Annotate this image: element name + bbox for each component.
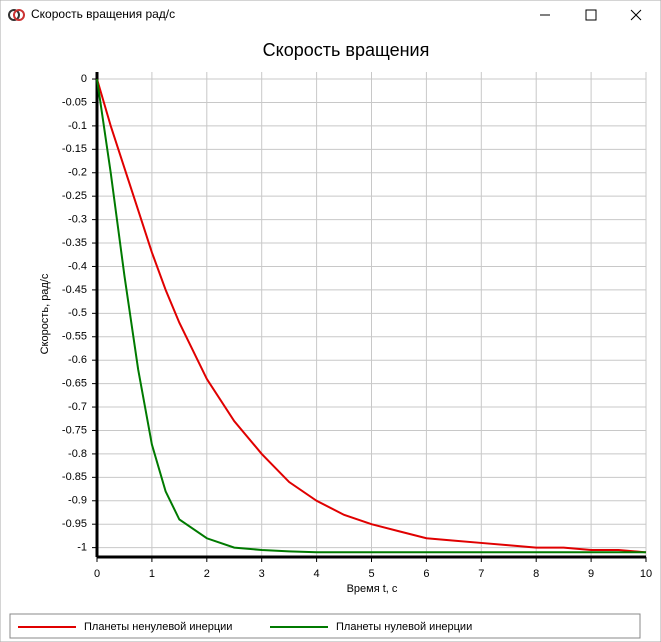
x-tick-label: 4 — [314, 568, 320, 580]
y-axis-label: Скорость, рад/с — [39, 273, 51, 354]
chart-title: Скорость вращения — [263, 40, 430, 60]
y-tick-label: -0.65 — [62, 378, 87, 390]
x-tick-label: 8 — [533, 568, 539, 580]
legend-label: Планеты нулевой инерции — [336, 621, 472, 633]
x-tick-label: 10 — [640, 568, 652, 580]
series-line — [96, 78, 646, 554]
y-tick-label: -0.85 — [62, 471, 87, 483]
y-tick-label: -0.6 — [68, 354, 87, 366]
window-title: Скорость вращения рад/с — [31, 7, 175, 21]
y-tick-label: -0.55 — [62, 331, 87, 343]
y-tick-label: -0.9 — [68, 495, 87, 507]
y-tick-label: -1 — [77, 542, 87, 554]
y-tick-label: -0.95 — [62, 518, 87, 530]
x-tick-label: 6 — [423, 568, 429, 580]
x-tick-label: 3 — [259, 568, 265, 580]
x-tick-label: 1 — [149, 568, 155, 580]
close-button[interactable] — [630, 9, 642, 21]
x-tick-label: 9 — [588, 568, 594, 580]
y-tick-label: -0.8 — [68, 448, 87, 460]
x-tick-label: 5 — [368, 568, 374, 580]
y-tick-label: -0.15 — [62, 143, 87, 155]
y-tick-label: -0.4 — [68, 260, 87, 272]
y-tick-label: -0.05 — [62, 96, 87, 108]
y-tick-label: -0.3 — [68, 214, 87, 226]
y-tick-label: -0.25 — [62, 190, 87, 202]
series-line — [96, 78, 647, 554]
legend-box — [9, 613, 641, 639]
y-tick-label: -0.1 — [68, 120, 87, 132]
x-axis-label: Время t, с — [347, 583, 398, 595]
y-tick-label: -0.5 — [68, 307, 87, 319]
x-tick-label: 7 — [478, 568, 484, 580]
y-tick-label: -0.75 — [62, 424, 87, 436]
y-tick-label: 0 — [81, 73, 87, 85]
maximize-button[interactable] — [585, 9, 597, 21]
y-tick-label: -0.7 — [68, 401, 87, 413]
y-tick-label: -0.35 — [62, 237, 87, 249]
y-tick-label: -0.2 — [68, 167, 87, 179]
legend-label: Планеты ненулевой инерции — [84, 621, 232, 633]
x-tick-label: 0 — [94, 568, 100, 580]
app-icon — [8, 9, 25, 21]
y-tick-label: -0.45 — [62, 284, 87, 296]
x-tick-label: 2 — [204, 568, 210, 580]
